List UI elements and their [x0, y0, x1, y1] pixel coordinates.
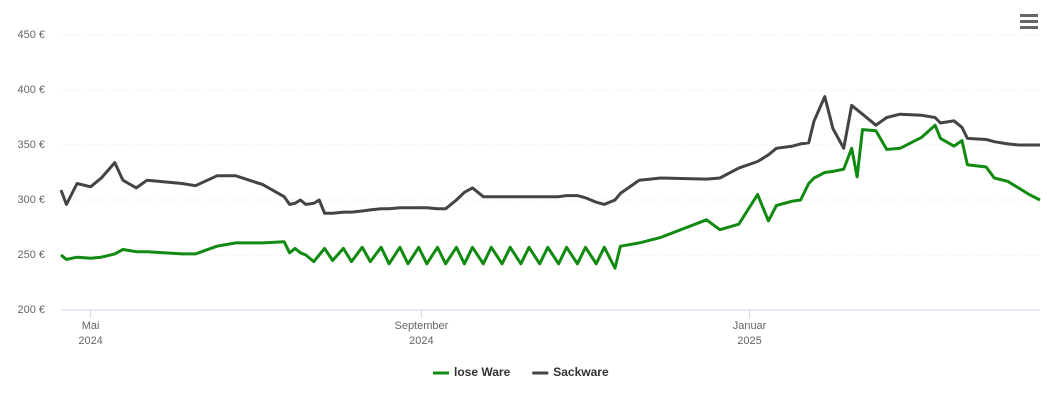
x-tick-label: 2024	[409, 335, 433, 347]
menu-bar	[1020, 26, 1038, 29]
x-tick-label: September	[394, 320, 448, 332]
x-tick-label: Januar	[733, 320, 767, 332]
y-tick-label: 400 €	[17, 84, 45, 96]
menu-button[interactable]	[1020, 14, 1038, 29]
menu-bar	[1020, 14, 1038, 17]
x-tick-label: Mai	[82, 320, 100, 332]
y-tick-label: 350 €	[17, 139, 45, 151]
series-line	[60, 123, 1041, 270]
series-line	[59, 95, 1040, 215]
y-tick-label: 300 €	[17, 194, 45, 206]
y-tick-label: 200 €	[17, 304, 45, 316]
y-tick-label: 250 €	[17, 249, 45, 261]
menu-bar	[1020, 20, 1038, 23]
x-tick-label: 2024	[78, 335, 102, 347]
legend-label: lose Ware	[454, 365, 511, 379]
y-tick-label: 450 €	[17, 29, 45, 41]
legend: lose Ware Sackware	[433, 365, 609, 379]
x-tick-label: 2025	[737, 335, 761, 347]
legend-label: Sackware	[553, 365, 609, 379]
